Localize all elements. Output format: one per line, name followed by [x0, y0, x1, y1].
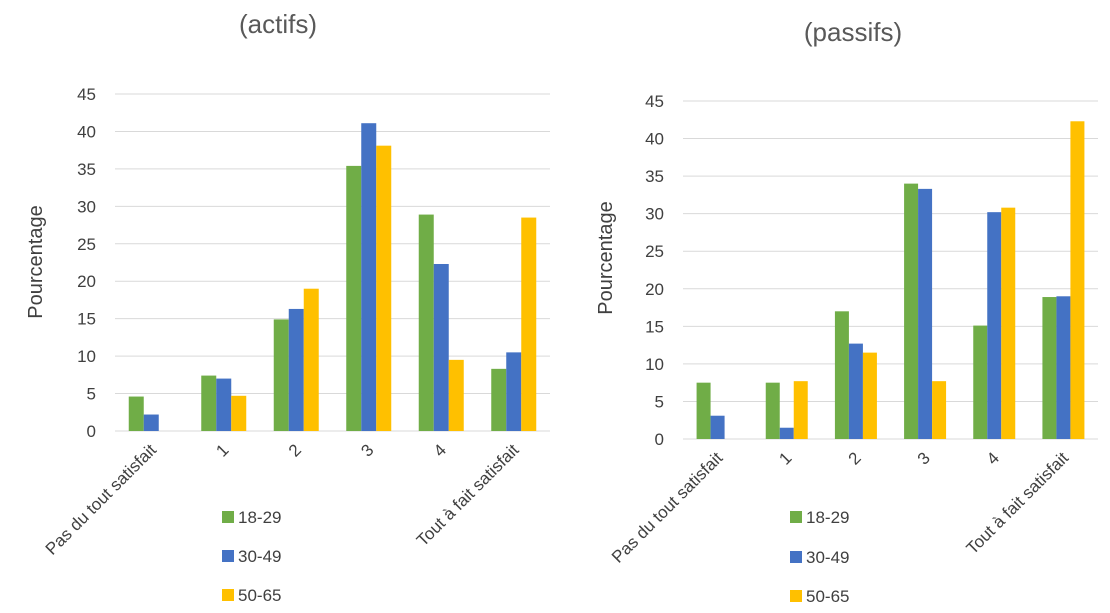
legend-label: 50-65: [238, 586, 281, 605]
bar-50-65-tout-fait-satisfait: [1070, 121, 1085, 439]
bar-18-29-3: [346, 165, 362, 432]
x-tick-label: 4: [983, 448, 1003, 468]
x-tick-label: Pas du tout satisfait: [608, 448, 727, 567]
y-tick-label: 25: [77, 235, 96, 254]
bar-30-49-4: [987, 212, 1002, 439]
y-tick-label: 30: [77, 197, 96, 216]
bar-18-29-3: [904, 183, 919, 439]
bar-50-65-2: [303, 288, 319, 431]
bar-50-65-2: [862, 352, 877, 439]
legend-label: 50-65: [806, 587, 849, 606]
bar-50-65-4: [1001, 207, 1016, 439]
bar-30-49-2: [848, 343, 863, 439]
bar-30-49-3: [361, 123, 377, 431]
bar-30-49-1: [216, 378, 232, 431]
bar-18-29-1: [765, 382, 780, 439]
bar-50-65-3: [932, 381, 947, 439]
y-tick-label: 15: [77, 310, 96, 329]
y-tick-label: 25: [645, 242, 664, 261]
y-tick-label: 35: [77, 160, 96, 179]
bar-18-29-2: [834, 311, 849, 439]
bar-18-29-1: [201, 375, 217, 431]
y-tick-label: 40: [645, 130, 664, 149]
chart-title: (actifs): [239, 9, 317, 39]
y-tick-label: 5: [87, 385, 96, 404]
legend-label: 18-29: [806, 508, 849, 527]
bar-30-49-1: [779, 427, 794, 439]
bar-18-29-pas-du-tout-satisfait: [696, 382, 711, 439]
y-tick-label: 15: [645, 317, 664, 336]
bar-18-29-tout-fait-satisfait: [491, 368, 507, 431]
bar-30-49-4: [433, 263, 449, 431]
chart-passifs: (passifs) 0 5 10 15 20 25 30 35 40 45 Pourcentage Pa…: [595, 17, 1098, 606]
chart-actifs: (actifs) 0 5 10 15 20 25 30 35 40 45 Pourcentage Pas…: [25, 9, 550, 605]
x-tick-label: 3: [357, 440, 377, 460]
bar-30-49-pas-du-tout-satisfait: [710, 415, 725, 439]
legend-swatch-50-65: [222, 589, 234, 601]
legend-label: 30-49: [806, 548, 849, 567]
y-tick-label: 0: [87, 422, 96, 441]
x-tick-label: 3: [914, 448, 934, 468]
bar-50-65-tout-fait-satisfait: [521, 217, 537, 431]
legend-swatch-18-29: [222, 511, 234, 523]
bar-18-29-pas-du-tout-satisfait: [128, 396, 144, 431]
bar-50-65-1: [793, 381, 808, 439]
y-tick-label: 20: [77, 272, 96, 291]
y-axis-label: Pourcentage: [595, 201, 617, 314]
x-tick-label: Tout à fait satisfait: [963, 448, 1073, 558]
bar-30-49-2: [288, 308, 304, 431]
bar-50-65-4: [448, 359, 464, 431]
y-tick-label: 45: [77, 85, 96, 104]
x-tick-label: 1: [775, 448, 795, 468]
x-tick-label: 2: [285, 440, 305, 460]
bar-18-29-4: [418, 214, 434, 431]
y-tick-label: 35: [645, 167, 664, 186]
y-tick-label: 10: [77, 347, 96, 366]
y-tick-label: 40: [77, 122, 96, 141]
x-tick-label: 2: [845, 448, 865, 468]
x-tick-label: Tout à fait satisfait: [413, 440, 523, 550]
bar-50-65-3: [376, 145, 392, 431]
y-axis-label: Pourcentage: [25, 205, 47, 318]
chart-title: (passifs): [804, 17, 902, 47]
x-tick-label: Pas du tout satisfait: [42, 440, 161, 559]
y-tick-label: 45: [645, 92, 664, 111]
legend-swatch-50-65: [790, 590, 802, 602]
legend-label: 30-49: [238, 547, 281, 566]
x-tick-label: 4: [430, 440, 450, 460]
legend: 18-29 30-49 50-65: [790, 508, 849, 606]
bar-30-49-3: [918, 188, 933, 439]
bar-18-29-4: [973, 325, 988, 439]
y-tick-label: 10: [645, 355, 664, 374]
y-tick-label: 20: [645, 280, 664, 299]
legend: 18-29 30-49 50-65: [222, 508, 281, 605]
bar-18-29-tout-fait-satisfait: [1042, 297, 1057, 439]
legend-label: 18-29: [238, 508, 281, 527]
legend-swatch-18-29: [790, 511, 802, 523]
bar-50-65-1: [231, 395, 247, 431]
x-tick-label: 1: [212, 440, 232, 460]
y-tick-label: 5: [655, 392, 664, 411]
legend-swatch-30-49: [222, 550, 234, 562]
y-tick-label: 30: [645, 205, 664, 224]
bar-30-49-tout-fait-satisfait: [1056, 296, 1071, 439]
bar-30-49-tout-fait-satisfait: [506, 352, 522, 431]
bar-18-29-2: [273, 319, 289, 431]
legend-swatch-30-49: [790, 551, 802, 563]
bar-30-49-pas-du-tout-satisfait: [143, 414, 159, 431]
y-tick-label: 0: [655, 430, 664, 449]
